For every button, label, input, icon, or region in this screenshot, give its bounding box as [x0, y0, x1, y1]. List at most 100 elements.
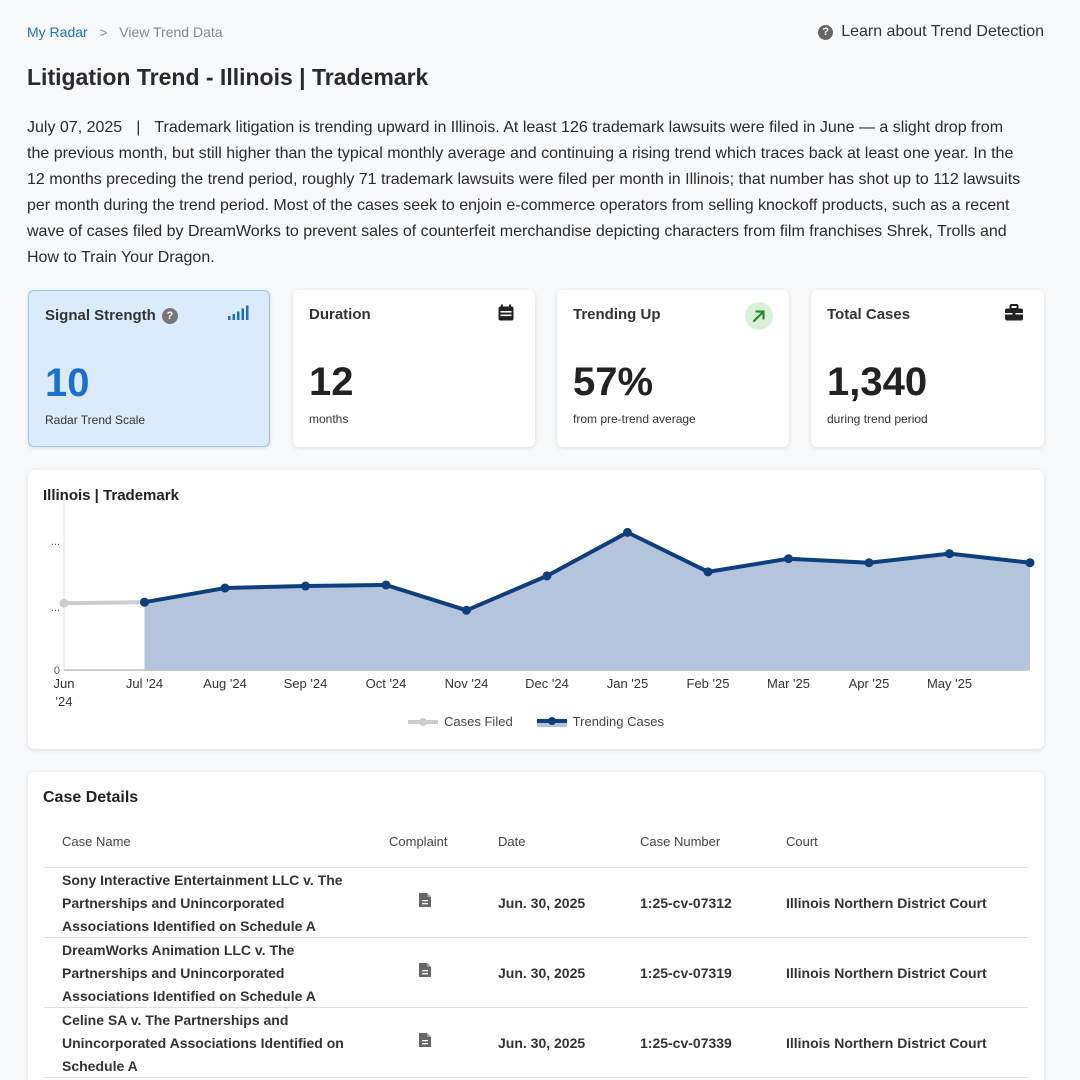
x-tick-label: May '25 — [927, 676, 972, 691]
case-name[interactable]: Sony Interactive Entertainment LLC v. Th… — [62, 871, 343, 934]
case-court: Illinois Northern District Court — [786, 965, 987, 981]
trending-point — [945, 549, 954, 559]
x-tick-label: Mar '25 — [767, 676, 810, 691]
signal-strength-value: 10 — [45, 361, 90, 405]
case-court: Illinois Northern District Court — [786, 1035, 987, 1051]
case-court: Illinois Northern District Court — [786, 895, 987, 911]
legend-swatch-cases-filed — [408, 717, 439, 726]
metric-cards: Signal Strength? 10 Radar Trend Scale Du… — [28, 290, 1044, 447]
table-row[interactable]: Sony Interactive Entertainment LLC v. Th… — [44, 868, 1028, 938]
chart-title: Illinois | Trademark — [43, 487, 179, 504]
case-details-card: Case Details Case Name Complaint Date Ca… — [28, 772, 1044, 1080]
calendar-icon — [497, 304, 515, 327]
y-tick-label: ... — [51, 602, 60, 614]
case-date: Jun. 30, 2025 — [498, 965, 586, 981]
arrow-up-right-icon — [745, 302, 773, 335]
legend-label-trending-cases: Trending Cases — [572, 714, 664, 729]
case-name[interactable]: Celine SA v. The Partnerships and Uninco… — [62, 1011, 344, 1074]
document-icon[interactable] — [418, 892, 432, 911]
total-cases-value: 1,340 — [827, 360, 928, 404]
duration-card: Duration 12 months — [293, 290, 535, 447]
column-case-name[interactable]: Case Name — [62, 834, 131, 849]
document-icon[interactable] — [418, 962, 432, 981]
column-complaint[interactable]: Complaint — [389, 834, 448, 849]
total-cases-sub: during trend period — [827, 412, 928, 426]
signal-strength-label: Signal Strength — [45, 307, 156, 324]
total-cases-label: Total Cases — [827, 306, 911, 323]
x-tick-label: Jan '25 — [607, 676, 649, 691]
page-title: Litigation Trend - Illinois | Trademark — [27, 64, 429, 90]
x-tick-label: '24 — [56, 694, 73, 709]
document-icon[interactable] — [418, 1032, 432, 1051]
y-tick-label: ... — [51, 536, 60, 548]
breadcrumb: My Radar > View Trend Data — [27, 24, 223, 40]
total-cases-card: Total Cases 1,340 during trend period — [811, 290, 1044, 447]
case-number: 1:25-cv-07312 — [640, 895, 732, 911]
x-tick-label: Aug '24 — [203, 676, 247, 691]
trending-point — [301, 581, 310, 591]
x-tick-label: Oct '24 — [366, 676, 407, 691]
case-name[interactable]: DreamWorks Animation LLC v. The Partners… — [62, 941, 316, 1004]
summary-date: July 07, 2025 — [27, 119, 123, 136]
table-row[interactable]: DreamWorks Animation LLC v. The Partners… — [44, 938, 1028, 1008]
trending-point — [1025, 558, 1035, 568]
column-case-number[interactable]: Case Number — [640, 834, 721, 849]
duration-sub: months — [309, 412, 349, 426]
learn-trend-detection-link[interactable]: ? Learn about Trend Detection — [818, 23, 1044, 41]
signal-strength-sub: Radar Trend Scale — [45, 413, 146, 427]
legend-label-cases-filed: Cases Filed — [444, 714, 513, 729]
x-tick-label: Sep '24 — [284, 676, 328, 691]
duration-value: 12 — [309, 360, 354, 404]
help-icon: ? — [818, 24, 834, 40]
filed-line — [63, 600, 145, 606]
legend-cases-filed[interactable]: Cases Filed — [408, 714, 513, 729]
breadcrumb-separator: > — [99, 24, 108, 40]
x-tick-label: Feb '25 — [687, 676, 730, 691]
learn-link-label: Learn about Trend Detection — [841, 23, 1044, 40]
briefcase-icon — [1004, 304, 1024, 327]
x-tick-label: Apr '25 — [849, 676, 890, 691]
trending-point — [703, 567, 713, 577]
trending-point — [623, 527, 632, 537]
trending-point — [381, 580, 391, 590]
trending-point — [462, 605, 471, 615]
signal-bars-icon — [227, 305, 249, 326]
case-date: Jun. 30, 2025 — [498, 895, 586, 911]
breadcrumb-current: View Trend Data — [119, 24, 223, 40]
filed-point — [59, 598, 69, 608]
trending-line — [144, 530, 1031, 613]
chart-legend: Cases Filed Trending Cases — [28, 714, 1044, 729]
breadcrumb-my-radar[interactable]: My Radar — [27, 24, 88, 40]
duration-label: Duration — [309, 306, 371, 323]
info-icon[interactable]: ? — [161, 307, 178, 324]
trending-up-label: Trending Up — [573, 306, 661, 323]
case-number: 1:25-cv-07339 — [640, 1035, 732, 1051]
top-bar: My Radar > View Trend Data ? Learn about… — [27, 18, 1044, 46]
case-details-title: Case Details — [43, 789, 139, 806]
summary-separator: | — [136, 119, 141, 136]
y-tick-label: 0 — [54, 665, 60, 677]
trending-point — [784, 554, 793, 564]
trending-point — [220, 583, 230, 593]
column-court[interactable]: Court — [786, 834, 818, 849]
legend-trending-cases[interactable]: Trending Cases — [536, 714, 664, 729]
x-tick-label: Jul '24 — [126, 676, 163, 691]
trending-up-card: Trending Up 57% from pre-trend average — [557, 290, 789, 447]
trending-up-value: 57% — [573, 360, 654, 404]
x-tick-label: Dec '24 — [525, 676, 569, 691]
table-header: Case Name Complaint Date Case Number Cou… — [44, 828, 1028, 868]
trend-chart: 0...... Jun '24 Jul '24 Aug '24 Sep '24 Oct '2… — [51, 500, 1035, 709]
trend-chart-card: Illinois | Trademark 0...... Jun '24 Jul '2… — [28, 470, 1044, 749]
trending-point — [864, 558, 874, 568]
card-label: Signal Strength? — [45, 307, 253, 324]
x-tick-label: Nov '24 — [445, 676, 489, 691]
column-date[interactable]: Date — [498, 834, 526, 849]
trending-point — [542, 571, 552, 581]
case-number: 1:25-cv-07319 — [640, 965, 732, 981]
x-tick-label: Jun — [54, 676, 75, 691]
case-date: Jun. 30, 2025 — [498, 1035, 586, 1051]
legend-swatch-trending-cases — [536, 716, 567, 727]
trending-area — [144, 532, 1030, 670]
summary-text: Trademark litigation is trending upward … — [27, 119, 1021, 266]
table-row[interactable]: Celine SA v. The Partnerships and Uninco… — [44, 1008, 1028, 1078]
